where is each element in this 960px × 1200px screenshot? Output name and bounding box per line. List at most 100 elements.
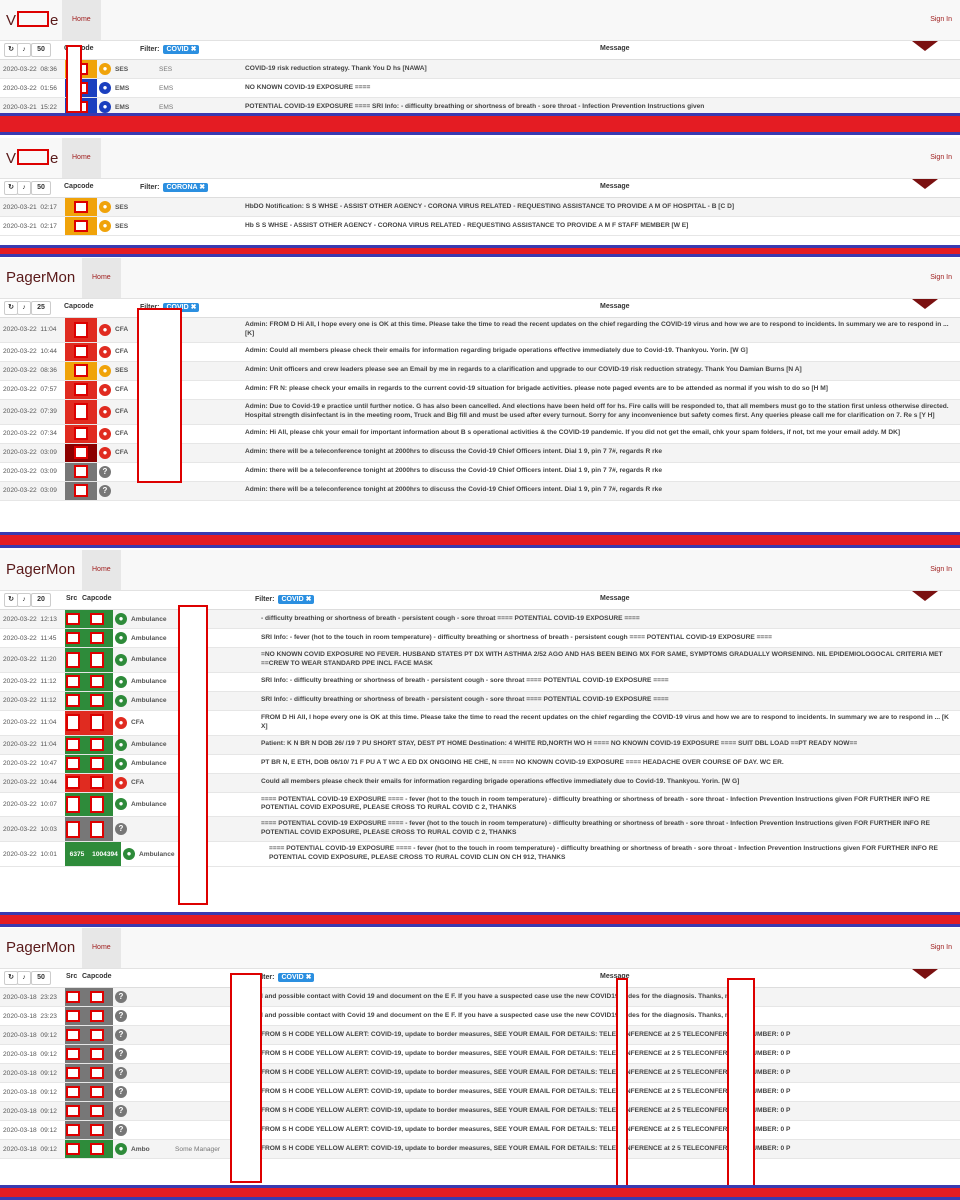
sign-in[interactable]: Sign In bbox=[930, 944, 952, 951]
agency-icon: ● bbox=[113, 648, 129, 672]
agency bbox=[129, 1064, 175, 1082]
redaction bbox=[90, 1066, 104, 1080]
refresh-button[interactable]: ↻ bbox=[4, 301, 18, 315]
home-label[interactable]: Home bbox=[92, 274, 111, 281]
filter-tag[interactable]: COVID ✖ bbox=[278, 973, 315, 982]
home-tab[interactable]: Home bbox=[62, 0, 101, 40]
alert-button[interactable]: ♪ bbox=[17, 181, 31, 195]
capcode bbox=[81, 1121, 113, 1139]
refresh-button[interactable]: ↻ bbox=[4, 593, 18, 607]
agency: Ambulance bbox=[131, 697, 167, 705]
message-list: 2020-03-22 08:36 ● SES SES COVID-19 risk red… bbox=[0, 60, 960, 113]
date: 2020-03-21 bbox=[3, 222, 37, 230]
alias: EMS bbox=[159, 84, 174, 92]
message: PT BR N, E ETH, DOB 06/10/ 71 F PU A T W… bbox=[261, 759, 784, 767]
source bbox=[65, 1083, 81, 1101]
message: Patient: K N BR N DOB 26/ /19 7 PU SHORT… bbox=[261, 740, 858, 748]
filter-value[interactable]: CORONA bbox=[166, 184, 198, 191]
sign-in[interactable]: Sign In bbox=[930, 16, 952, 23]
refresh-button[interactable]: ↻ bbox=[4, 43, 18, 57]
home-label[interactable]: Home bbox=[72, 16, 91, 23]
filter-tag[interactable]: COVID ✖ bbox=[163, 45, 200, 54]
home-label[interactable]: Home bbox=[92, 566, 111, 573]
home-tab[interactable]: Home bbox=[82, 928, 121, 968]
redaction bbox=[66, 1028, 80, 1042]
home-tab[interactable]: Home bbox=[82, 258, 121, 298]
time: 15:22 bbox=[40, 103, 57, 111]
sign-in[interactable]: Sign In bbox=[930, 154, 952, 161]
icon: ? bbox=[99, 484, 111, 497]
message: - difficulty breathing or shortness of b… bbox=[261, 614, 640, 622]
home-tab[interactable]: Home bbox=[82, 550, 121, 590]
date: 2020-03-21 bbox=[3, 103, 37, 111]
icon: ? bbox=[115, 823, 127, 836]
home-label[interactable]: Home bbox=[72, 154, 91, 161]
redaction bbox=[66, 1009, 80, 1023]
agency bbox=[129, 817, 175, 841]
icon: ● bbox=[115, 757, 127, 770]
filter-value[interactable]: COVID bbox=[166, 304, 188, 311]
redaction bbox=[230, 973, 262, 1183]
message: I and possible contact with Covid 19 and… bbox=[261, 1011, 731, 1019]
date: 2020-03-18 bbox=[3, 993, 37, 1001]
page-size[interactable]: 50 bbox=[31, 181, 51, 195]
message-row: 2020-03-22 03:09●CFAOfficersAdmin: there… bbox=[0, 443, 960, 463]
message-row: 2020-03-22 01:56 ● EMS EMS NO KNOWN COVID-19… bbox=[0, 79, 960, 98]
filter-value[interactable]: COVID bbox=[166, 46, 189, 53]
redaction bbox=[74, 200, 88, 214]
alert-button[interactable]: ♪ bbox=[17, 971, 31, 985]
redaction bbox=[90, 1104, 104, 1118]
message-row: 2020-03-18 09:12? FROM S H CODE YELLOW AL… bbox=[0, 1121, 960, 1140]
agency bbox=[129, 1121, 175, 1139]
refresh-button[interactable]: ↻ bbox=[4, 971, 18, 985]
agency: SES bbox=[115, 222, 129, 230]
capcode bbox=[81, 1007, 113, 1025]
message: FROM D Hi All, I hope every one is OK at… bbox=[261, 713, 949, 730]
datetime: 2020-03-22 11:04 bbox=[0, 711, 65, 735]
alias bbox=[159, 198, 239, 216]
redaction bbox=[74, 345, 88, 359]
agency: CFA bbox=[115, 386, 129, 394]
brand: PagerMon bbox=[6, 269, 75, 286]
message: Could all members please check their ema… bbox=[261, 778, 740, 786]
source bbox=[65, 817, 81, 842]
redaction bbox=[66, 738, 80, 751]
agency-icon: ● bbox=[113, 755, 129, 773]
time: 09:12 bbox=[40, 1145, 57, 1153]
column-header: Capcode bbox=[64, 183, 94, 190]
message: HbDO Notification: S S WHSE - ASSIST OTH… bbox=[245, 202, 735, 210]
message-row: 2020-03-22 10:44 ● CFA Could all members pl… bbox=[0, 773, 960, 793]
page-size[interactable]: 25 bbox=[31, 301, 51, 315]
redaction bbox=[90, 820, 104, 838]
alert-button[interactable]: ♪ bbox=[17, 301, 31, 315]
alias: SES bbox=[159, 65, 173, 73]
source bbox=[65, 1121, 81, 1139]
filter-value[interactable]: COVID bbox=[281, 974, 304, 981]
sign-in[interactable]: Sign In bbox=[930, 566, 952, 573]
home-tab[interactable]: Home bbox=[62, 138, 101, 178]
page-size[interactable]: 50 bbox=[31, 971, 51, 985]
redaction bbox=[90, 612, 104, 626]
time: 10:44 bbox=[40, 348, 57, 356]
icon: ● bbox=[115, 694, 127, 707]
home-label[interactable]: Home bbox=[92, 944, 111, 951]
message-row: 2020-03-18 09:12? FROM S H CODE YELLOW AL… bbox=[0, 1102, 960, 1121]
message-row: 2020-03-22 11:12 ● Ambulance SRI Info: - di… bbox=[0, 672, 960, 692]
page-size[interactable]: 50 bbox=[31, 43, 51, 57]
redaction bbox=[66, 1085, 80, 1099]
page-size[interactable]: 20 bbox=[31, 593, 51, 607]
agency: CFA bbox=[115, 430, 129, 438]
agency-icon: ● bbox=[97, 362, 113, 380]
capcode: 1004394 bbox=[89, 842, 121, 866]
sign-in[interactable]: Sign In bbox=[930, 274, 952, 281]
refresh-button[interactable]: ↻ bbox=[4, 181, 18, 195]
filter-tag[interactable]: CORONA ✖ bbox=[163, 183, 209, 192]
filter-tag[interactable]: COVID ✖ bbox=[278, 595, 315, 604]
date: 2020-03-21 bbox=[3, 203, 37, 211]
filter-tag[interactable]: COVID ✖ bbox=[163, 303, 200, 312]
time: 09:12 bbox=[40, 1031, 57, 1039]
message: Admin: Hi All, please chk your email for… bbox=[245, 429, 901, 437]
alert-button[interactable]: ♪ bbox=[17, 43, 31, 57]
filter-value[interactable]: COVID bbox=[281, 596, 304, 603]
alert-button[interactable]: ♪ bbox=[17, 593, 31, 607]
